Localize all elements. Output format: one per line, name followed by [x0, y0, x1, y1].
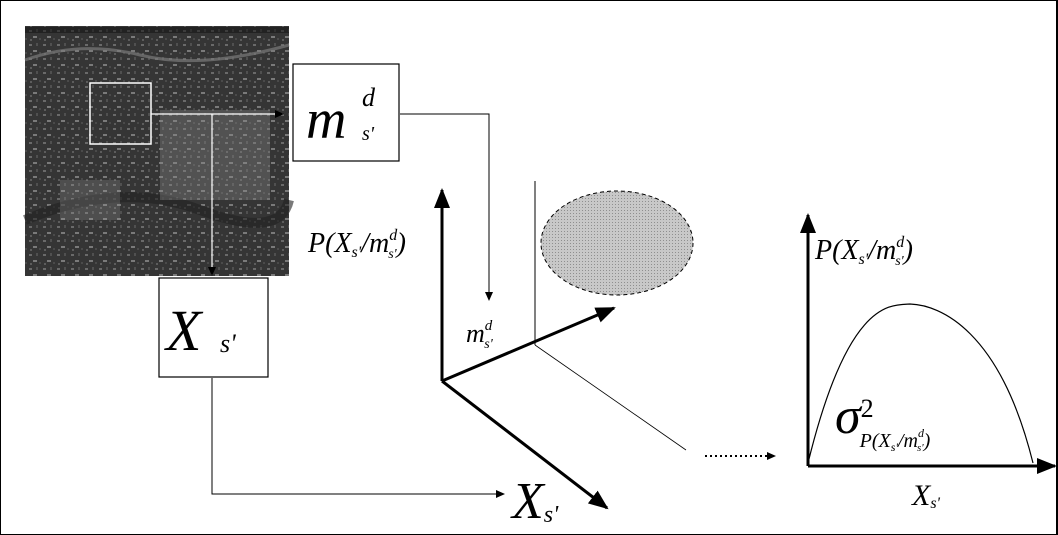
arrow-x-to-axis: [211, 378, 505, 498]
box-x-sub: s': [220, 329, 236, 358]
plot-x-label: Xs': [911, 479, 941, 512]
axis3d-x-label: Xs': [510, 473, 559, 530]
box-m: [292, 63, 400, 162]
box-m-sup: d: [362, 83, 376, 112]
distribution-ellipse: [540, 190, 694, 296]
axis3d-p-label: P(Xs'/md s'): [307, 227, 406, 262]
axis3d-x-axis: [441, 379, 609, 510]
sigma-label: σ2 P(Xs'/md s'): [835, 388, 931, 454]
axis3d-projection-line: [534, 344, 687, 451]
distribution-curve: [807, 303, 1034, 464]
axis3d-m-axis: [441, 306, 616, 383]
box-m-main: m: [306, 89, 346, 151]
box-x: [158, 277, 269, 378]
satellite-image: [23, 26, 294, 276]
axis3d-m-label: md s': [466, 318, 494, 352]
box-x-main: X: [164, 298, 204, 363]
box-m-sub: s': [362, 123, 375, 145]
plot-y-label: P(Xs'/md s'): [814, 234, 913, 269]
arrow-m-to-axis: [400, 113, 493, 301]
